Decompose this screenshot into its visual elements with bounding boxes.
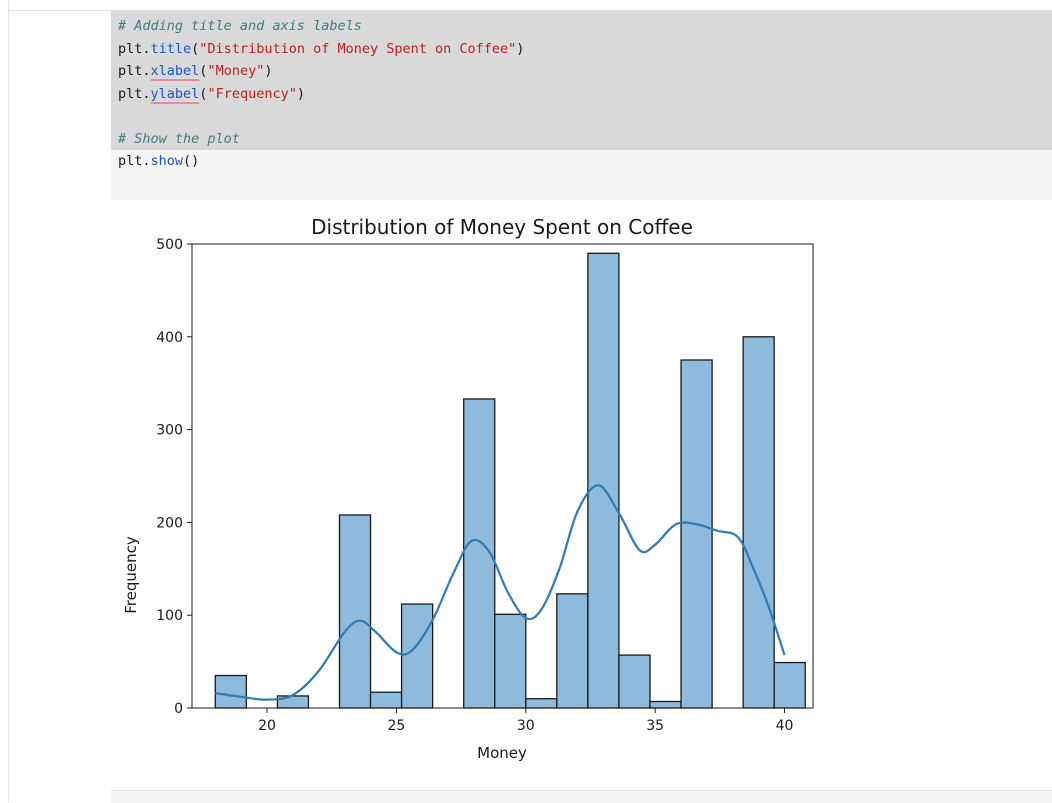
- y-tick-label: 0: [174, 701, 183, 717]
- code-function: title: [150, 40, 192, 57]
- code-paren: (: [199, 63, 208, 79]
- y-axis-label: Frequency: [122, 536, 140, 614]
- histogram-bar: [338, 514, 372, 709]
- code-object: plt.: [118, 153, 151, 169]
- histogram-bar: [618, 654, 651, 709]
- y-tick-label: 500: [156, 237, 183, 253]
- code-string: "Frequency": [207, 85, 297, 102]
- y-tick-label: 400: [156, 330, 183, 346]
- y-axis: 0 100 200 300 400 500: [156, 237, 192, 717]
- code-comment: # Show the plot: [118, 130, 240, 147]
- kde-curve: [215, 484, 786, 701]
- code-line: plt.ylabel("Frequency"): [118, 83, 524, 106]
- x-tick-label: 25: [387, 718, 405, 734]
- code-paren: ): [264, 63, 273, 79]
- plot-frame: [191, 243, 814, 709]
- code-paren: (: [191, 40, 200, 57]
- histogram-bar: [773, 661, 806, 709]
- x-axis: 20 25 30 35 40: [258, 708, 793, 734]
- next-cell[interactable]: [111, 790, 1052, 803]
- chart-title: Distribution of Money Spent on Coffee: [311, 215, 693, 239]
- histogram-bar: [649, 700, 682, 709]
- y-tick-label: 100: [156, 608, 183, 624]
- code-line: plt.show(): [118, 150, 524, 173]
- code-line: # Adding title and axis labels: [118, 15, 524, 38]
- x-tick-label: 30: [517, 718, 535, 734]
- code-selection-highlight: [111, 11, 1052, 150]
- code-paren: ): [191, 153, 200, 169]
- code-paren: (: [183, 153, 192, 169]
- code-paren: ): [296, 85, 305, 102]
- code-function: show: [150, 153, 184, 169]
- histogram-bar: [214, 674, 247, 709]
- histogram-chart: Distribution of Money Spent on Coffee 20…: [122, 215, 814, 762]
- code-editor[interactable]: # Adding title and axis labels plt.title(…: [118, 15, 524, 173]
- histogram-bar: [742, 336, 775, 709]
- y-tick-label: 200: [156, 515, 183, 531]
- left-gutter: [0, 0, 9, 802]
- code-line: # Show the plot: [118, 128, 524, 151]
- code-cell[interactable]: # Adding title and axis labels plt.title(…: [111, 10, 1052, 201]
- code-string: "Distribution of Money Spent on Coffee": [199, 40, 517, 57]
- x-tick-label: 40: [776, 718, 794, 734]
- code-line: plt.title("Distribution of Money Spent o…: [118, 38, 524, 61]
- histogram-bar: [400, 603, 434, 709]
- histogram-bar: [556, 593, 589, 709]
- code-line: plt.xlabel("Money"): [118, 60, 524, 83]
- code-paren: (: [199, 85, 208, 102]
- y-tick-label: 300: [156, 423, 183, 439]
- histogram-bar: [680, 359, 713, 709]
- histogram-bar: [369, 691, 403, 709]
- cell-output: Distribution of Money Spent on Coffee 20…: [111, 200, 1052, 790]
- code-paren: ): [516, 40, 525, 57]
- histogram-bar: [494, 613, 527, 709]
- code-string: "Money": [207, 63, 265, 79]
- code-object: plt.: [118, 40, 151, 57]
- code-object: plt.: [118, 85, 151, 102]
- x-tick-label: 20: [258, 718, 276, 734]
- histogram-bars: [214, 252, 806, 709]
- histogram-bar: [525, 698, 558, 709]
- code-function: xlabel: [150, 63, 200, 79]
- x-tick-label: 35: [646, 718, 664, 734]
- code-object: plt.: [118, 63, 151, 79]
- code-line: ​: [118, 105, 524, 128]
- code-function: ylabel: [150, 85, 200, 102]
- code-comment: # Adding title and axis labels: [118, 18, 362, 34]
- x-axis-label: Money: [477, 744, 527, 762]
- histogram-bar: [587, 252, 620, 709]
